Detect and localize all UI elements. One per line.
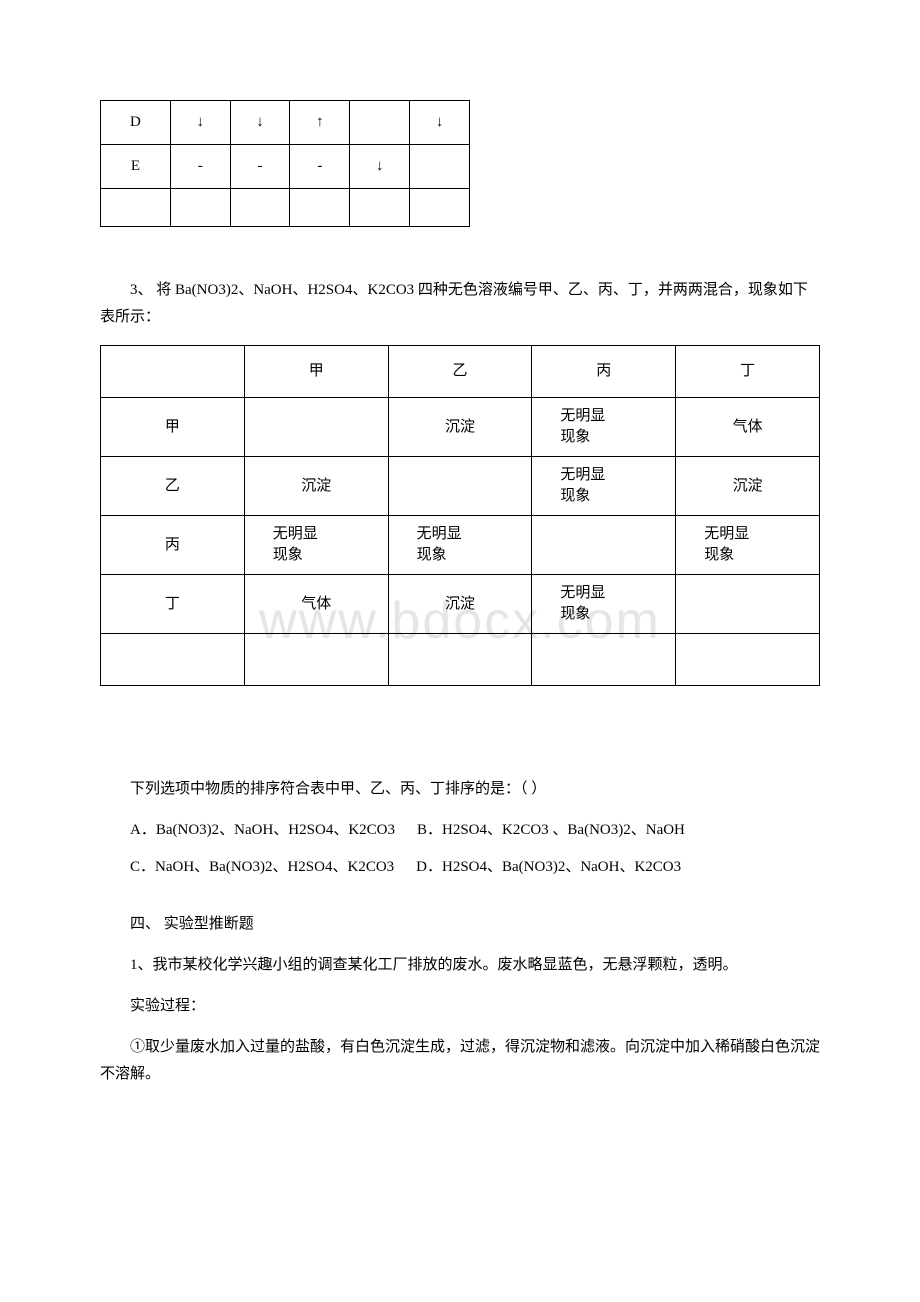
mixing-phenomena-table: 甲 乙 丙 丁 甲 沉淀 无明显现象 气体 乙 沉淀 无明显现象 沉淀 丙 无明… bbox=[100, 345, 820, 686]
cell-no-obvious: 无明显现象 bbox=[244, 516, 388, 575]
cell-arrow: ↓ bbox=[410, 101, 470, 145]
cell-gas: 气体 bbox=[244, 575, 388, 634]
header-empty bbox=[101, 346, 245, 398]
cell-no-obvious: 无明显现象 bbox=[676, 516, 820, 575]
experiment-step-1: ①取少量废水加入过量的盐酸，有白色沉淀生成，过滤，得沉淀物和滤液。向沉淀中加入稀… bbox=[100, 1034, 820, 1088]
table-row bbox=[101, 634, 820, 686]
cell-empty bbox=[101, 634, 245, 686]
table-row: 甲 沉淀 无明显现象 气体 bbox=[101, 398, 820, 457]
option-a: A．Ba(NO3)2、NaOH、H2SO4、K2CO3 bbox=[130, 822, 395, 838]
row-label-yi: 乙 bbox=[101, 457, 245, 516]
reaction-table-1: D ↓ ↓ ↑ ↓ E - - - ↓ bbox=[100, 100, 470, 227]
cell-empty bbox=[410, 189, 470, 227]
table-header-row: 甲 乙 丙 丁 bbox=[101, 346, 820, 398]
header-ding: 丁 bbox=[676, 346, 820, 398]
option-d: D．H2SO4、Ba(NO3)2、NaOH、K2CO3 bbox=[416, 859, 681, 875]
cell-dash: - bbox=[290, 145, 350, 189]
cell-precipitate: 沉淀 bbox=[388, 398, 532, 457]
table-row: 乙 沉淀 无明显现象 沉淀 bbox=[101, 457, 820, 516]
cell-empty bbox=[170, 189, 230, 227]
cell-arrow: ↓ bbox=[170, 101, 230, 145]
cell-empty bbox=[350, 189, 410, 227]
option-c: C．NaOH、Ba(NO3)2、H2SO4、K2CO3 bbox=[130, 859, 394, 875]
option-b: B．H2SO4、K2CO3 、Ba(NO3)2、NaOH bbox=[417, 822, 685, 838]
document-content: D ↓ ↓ ↑ ↓ E - - - ↓ 3、 将 Ba(NO3)2、NaOH、H… bbox=[100, 100, 820, 1088]
cell-arrow: ↑ bbox=[290, 101, 350, 145]
row-label-e: E bbox=[101, 145, 171, 189]
header-yi: 乙 bbox=[388, 346, 532, 398]
section-4-title: 四、 实验型推断题 bbox=[100, 911, 820, 938]
cell-empty bbox=[230, 189, 290, 227]
cell-no-obvious: 无明显现象 bbox=[532, 575, 676, 634]
cell-empty bbox=[676, 634, 820, 686]
cell-precipitate: 沉淀 bbox=[388, 575, 532, 634]
cell-empty bbox=[244, 634, 388, 686]
table-row: 丙 无明显现象 无明显现象 无明显现象 bbox=[101, 516, 820, 575]
experiment-process-label: 实验过程： bbox=[100, 993, 820, 1020]
options-line-cd: C．NaOH、Ba(NO3)2、H2SO4、K2CO3 D．H2SO4、Ba(NO… bbox=[100, 854, 820, 881]
row-label-jia: 甲 bbox=[101, 398, 245, 457]
cell-diagonal bbox=[388, 457, 532, 516]
cell-empty bbox=[350, 101, 410, 145]
cell-empty bbox=[290, 189, 350, 227]
cell-no-obvious: 无明显现象 bbox=[532, 398, 676, 457]
cell-arrow: ↓ bbox=[350, 145, 410, 189]
cell-precipitate: 沉淀 bbox=[244, 457, 388, 516]
cell-gas: 气体 bbox=[676, 398, 820, 457]
cell-no-obvious: 无明显现象 bbox=[532, 457, 676, 516]
section-4-q1-intro: 1、我市某校化学兴趣小组的调查某化工厂排放的废水。废水略显蓝色，无悬浮颗粒，透明… bbox=[100, 952, 820, 979]
cell-dash: - bbox=[230, 145, 290, 189]
table-row: E - - - ↓ bbox=[101, 145, 470, 189]
cell-diagonal bbox=[532, 516, 676, 575]
cell-no-obvious: 无明显现象 bbox=[388, 516, 532, 575]
row-label-bing: 丙 bbox=[101, 516, 245, 575]
cell-empty bbox=[101, 189, 171, 227]
question-3-prompt: 下列选项中物质的排序符合表中甲、乙、丙、丁排序的是：（ ） bbox=[100, 776, 820, 803]
cell-empty bbox=[388, 634, 532, 686]
header-bing: 丙 bbox=[532, 346, 676, 398]
options-line-ab: A．Ba(NO3)2、NaOH、H2SO4、K2CO3 B．H2SO4、K2CO3… bbox=[100, 817, 820, 844]
table-row bbox=[101, 189, 470, 227]
cell-dash: - bbox=[170, 145, 230, 189]
cell-empty bbox=[532, 634, 676, 686]
cell-precipitate: 沉淀 bbox=[676, 457, 820, 516]
row-label-ding: 丁 bbox=[101, 575, 245, 634]
cell-diagonal bbox=[244, 398, 388, 457]
header-jia: 甲 bbox=[244, 346, 388, 398]
table-row: D ↓ ↓ ↑ ↓ bbox=[101, 101, 470, 145]
cell-empty bbox=[410, 145, 470, 189]
cell-arrow: ↓ bbox=[230, 101, 290, 145]
row-label-d: D bbox=[101, 101, 171, 145]
cell-diagonal bbox=[676, 575, 820, 634]
question-3-intro: 3、 将 Ba(NO3)2、NaOH、H2SO4、K2CO3 四种无色溶液编号甲… bbox=[100, 277, 820, 331]
table-row: 丁 气体 沉淀 无明显现象 bbox=[101, 575, 820, 634]
